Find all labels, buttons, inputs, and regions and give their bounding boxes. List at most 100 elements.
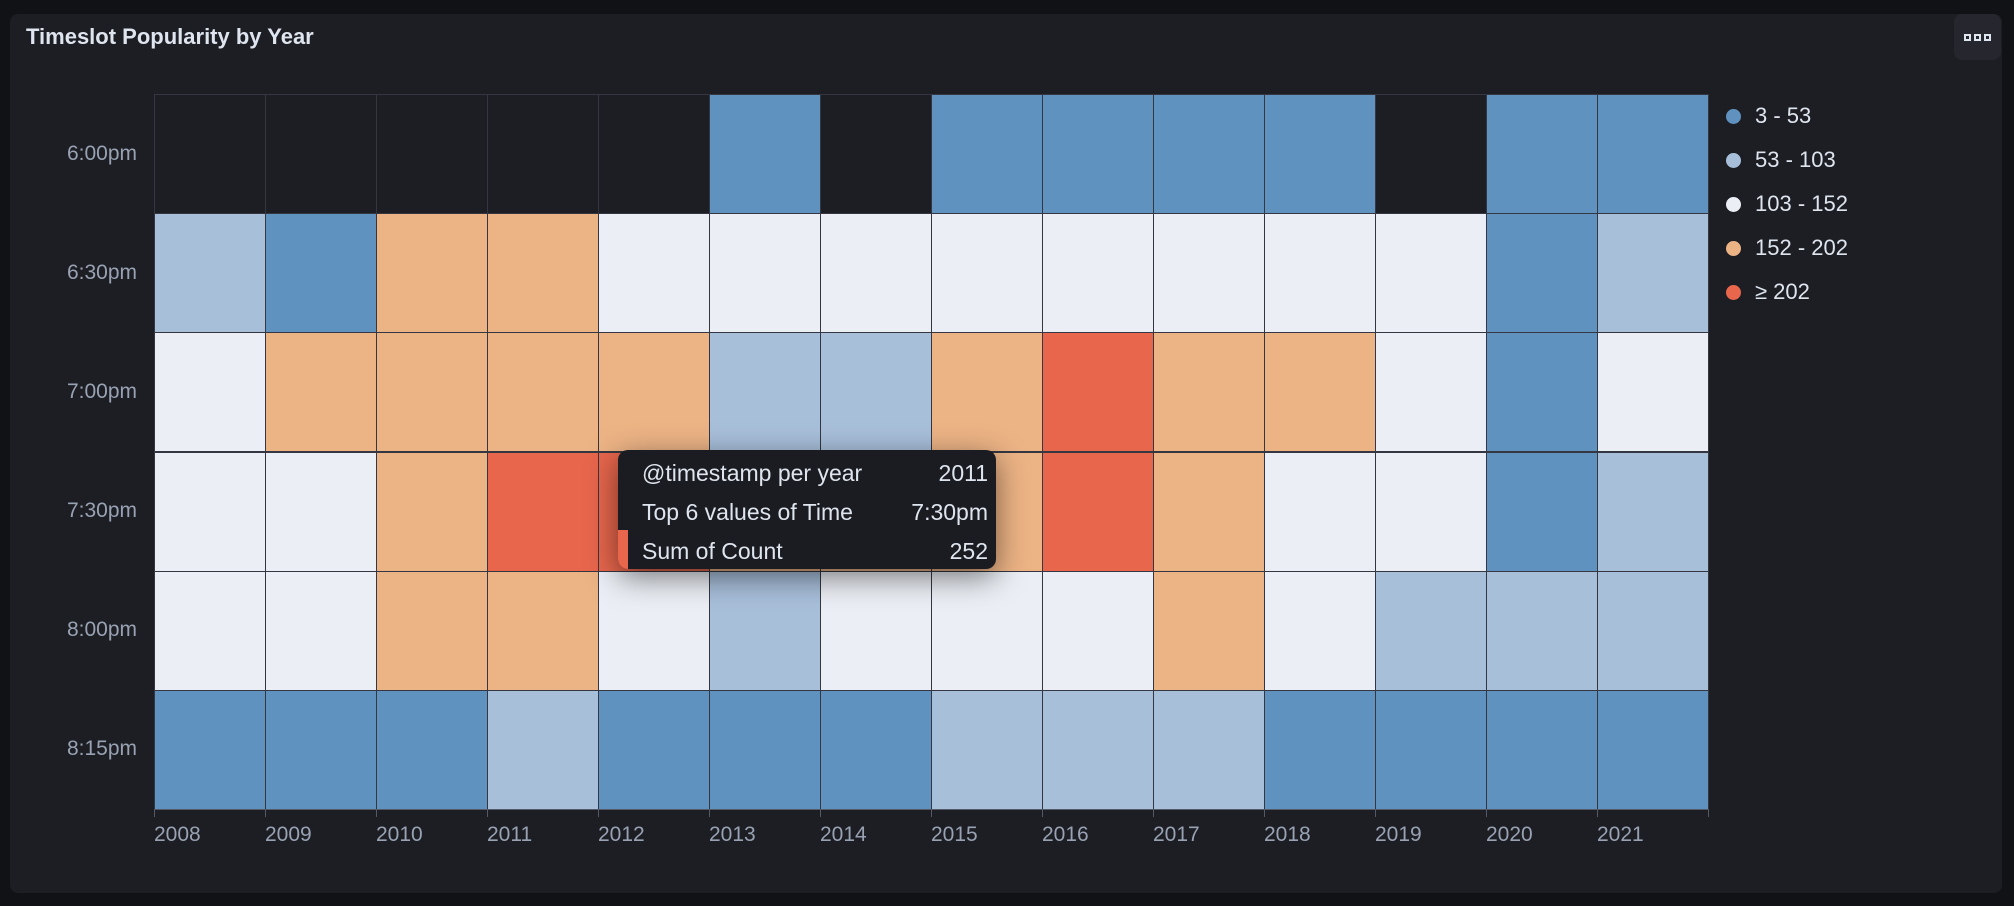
heatmap-cell-2016-7:30pm[interactable] — [1042, 451, 1154, 572]
heatmap-cell-2015-8:00pm[interactable] — [931, 570, 1043, 691]
x-tick-label: 2012 — [598, 823, 645, 846]
heatmap-cell-2015-6:30pm[interactable] — [931, 213, 1043, 334]
heatmap-cell-2017-8:15pm[interactable] — [1153, 689, 1265, 810]
heatmap-cell-2008-8:15pm[interactable] — [154, 689, 266, 810]
heatmap-cell-2018-8:00pm[interactable] — [1264, 570, 1376, 691]
heatmap-cell-2012-7:00pm[interactable] — [598, 332, 710, 453]
heatmap-cell-2017-8:00pm[interactable] — [1153, 570, 1265, 691]
heatmap-cell-2021-6:30pm[interactable] — [1597, 213, 1709, 334]
x-tick-mark — [931, 809, 932, 817]
heatmap-cell-2011-7:00pm[interactable] — [487, 332, 599, 453]
heatmap-cell-2014-6:30pm[interactable] — [820, 213, 932, 334]
heatmap-cell-2008-7:00pm[interactable] — [154, 332, 266, 453]
heatmap-cell-2013-6:00pm[interactable] — [709, 94, 821, 215]
x-tick-label: 2015 — [931, 823, 978, 846]
legend-label: 103 - 152 — [1755, 191, 1848, 216]
heatmap-cell-2016-6:00pm[interactable] — [1042, 94, 1154, 215]
heatmap-cell-2018-6:30pm[interactable] — [1264, 213, 1376, 334]
heatmap-cell-2019-6:30pm[interactable] — [1375, 213, 1487, 334]
heatmap-cell-2020-7:00pm[interactable] — [1486, 332, 1598, 453]
heatmap-cell-2010-6:00pm[interactable] — [376, 94, 488, 215]
heatmap-cell-2011-6:00pm[interactable] — [487, 94, 599, 215]
heatmap-cell-2014-8:15pm[interactable] — [820, 689, 932, 810]
heatmap-cell-2010-7:30pm[interactable] — [376, 451, 488, 572]
legend-item[interactable]: 152 - 202 — [1726, 235, 1848, 261]
heatmap-cell-2019-8:00pm[interactable] — [1375, 570, 1487, 691]
x-tick-mark — [820, 809, 821, 817]
heatmap-cell-2012-8:00pm[interactable] — [598, 570, 710, 691]
heatmap-cell-2020-7:30pm[interactable] — [1486, 451, 1598, 572]
heatmap-cell-2012-6:00pm[interactable] — [598, 94, 710, 215]
heatmap-cell-2010-6:30pm[interactable] — [376, 213, 488, 334]
heatmap-cell-2011-8:15pm[interactable] — [487, 689, 599, 810]
heatmap-cell-2008-6:00pm[interactable] — [154, 94, 266, 215]
heatmap-cell-2010-8:15pm[interactable] — [376, 689, 488, 810]
x-tick-label: 2011 — [487, 823, 533, 846]
legend-item[interactable]: 103 - 152 — [1726, 191, 1848, 217]
heatmap-cell-2011-7:30pm[interactable] — [487, 451, 599, 572]
heatmap-cell-2018-6:00pm[interactable] — [1264, 94, 1376, 215]
heatmap-cell-2021-7:30pm[interactable] — [1597, 451, 1709, 572]
heatmap-cell-2021-8:00pm[interactable] — [1597, 570, 1709, 691]
x-tick-label: 2014 — [820, 823, 867, 846]
heatmap-cell-2016-8:15pm[interactable] — [1042, 689, 1154, 810]
legend-label: 152 - 202 — [1755, 235, 1848, 260]
x-tick-mark — [1486, 809, 1487, 817]
heatmap-cell-2011-8:00pm[interactable] — [487, 570, 599, 691]
legend-item[interactable]: 3 - 53 — [1726, 103, 1811, 129]
heatmap-cell-2021-7:00pm[interactable] — [1597, 332, 1709, 453]
heatmap-cell-2015-8:15pm[interactable] — [931, 689, 1043, 810]
heatmap-cell-2010-8:00pm[interactable] — [376, 570, 488, 691]
heatmap-cell-2013-7:00pm[interactable] — [709, 332, 821, 453]
heatmap-cell-2020-8:00pm[interactable] — [1486, 570, 1598, 691]
legend-item[interactable]: ≥ 202 — [1726, 279, 1810, 305]
heatmap-cell-2009-6:00pm[interactable] — [265, 94, 377, 215]
heatmap-cell-2009-8:15pm[interactable] — [265, 689, 377, 810]
heatmap-cell-2018-7:30pm[interactable] — [1264, 451, 1376, 572]
legend-item[interactable]: 53 - 103 — [1726, 147, 1836, 173]
heatmap-cell-2020-8:15pm[interactable] — [1486, 689, 1598, 810]
heatmap-cell-2019-7:00pm[interactable] — [1375, 332, 1487, 453]
heatmap-cell-2016-6:30pm[interactable] — [1042, 213, 1154, 334]
heatmap-cell-2017-6:00pm[interactable] — [1153, 94, 1265, 215]
heatmap-cell-2021-8:15pm[interactable] — [1597, 689, 1709, 810]
heatmap-cell-2011-6:30pm[interactable] — [487, 213, 599, 334]
heatmap-cell-2020-6:00pm[interactable] — [1486, 94, 1598, 215]
x-tick-label: 2009 — [265, 823, 312, 846]
heatmap-cell-2019-7:30pm[interactable] — [1375, 451, 1487, 572]
heatmap-cell-2017-7:30pm[interactable] — [1153, 451, 1265, 572]
heatmap-cell-2013-8:15pm[interactable] — [709, 689, 821, 810]
heatmap-cell-2013-8:00pm[interactable] — [709, 570, 821, 691]
heatmap-cell-2017-7:00pm[interactable] — [1153, 332, 1265, 453]
heatmap-cell-2019-6:00pm[interactable] — [1375, 94, 1487, 215]
heatmap-cell-2021-6:00pm[interactable] — [1597, 94, 1709, 215]
heatmap-cell-2014-7:00pm[interactable] — [820, 332, 932, 453]
heatmap-cell-2019-8:15pm[interactable] — [1375, 689, 1487, 810]
heatmap-cell-2018-7:00pm[interactable] — [1264, 332, 1376, 453]
heatmap-cell-2018-8:15pm[interactable] — [1264, 689, 1376, 810]
ellipsis-icon[interactable] — [1954, 14, 2001, 60]
heatmap-cell-2014-8:00pm[interactable] — [820, 570, 932, 691]
x-tick-mark — [154, 809, 155, 817]
heatmap-cell-2017-6:30pm[interactable] — [1153, 213, 1265, 334]
heatmap-cell-2008-8:00pm[interactable] — [154, 570, 266, 691]
heatmap-cell-2008-7:30pm[interactable] — [154, 451, 266, 572]
heatmap-cell-2016-8:00pm[interactable] — [1042, 570, 1154, 691]
heatmap-cell-2016-7:00pm[interactable] — [1042, 332, 1154, 453]
heatmap-cell-2009-6:30pm[interactable] — [265, 213, 377, 334]
heatmap-cell-2009-7:30pm[interactable] — [265, 451, 377, 572]
heatmap-cell-2010-7:00pm[interactable] — [376, 332, 488, 453]
x-tick-label: 2018 — [1264, 823, 1311, 846]
heatmap-cell-2015-7:00pm[interactable] — [931, 332, 1043, 453]
x-tick-mark — [487, 809, 488, 817]
heatmap-cell-2012-8:15pm[interactable] — [598, 689, 710, 810]
heatmap-cell-2013-6:30pm[interactable] — [709, 213, 821, 334]
x-tick-mark — [1264, 809, 1265, 817]
heatmap-cell-2008-6:30pm[interactable] — [154, 213, 266, 334]
heatmap-cell-2009-8:00pm[interactable] — [265, 570, 377, 691]
heatmap-cell-2012-6:30pm[interactable] — [598, 213, 710, 334]
heatmap-cell-2009-7:00pm[interactable] — [265, 332, 377, 453]
heatmap-cell-2014-6:00pm[interactable] — [820, 94, 932, 215]
heatmap-cell-2020-6:30pm[interactable] — [1486, 213, 1598, 334]
heatmap-cell-2015-6:00pm[interactable] — [931, 94, 1043, 215]
